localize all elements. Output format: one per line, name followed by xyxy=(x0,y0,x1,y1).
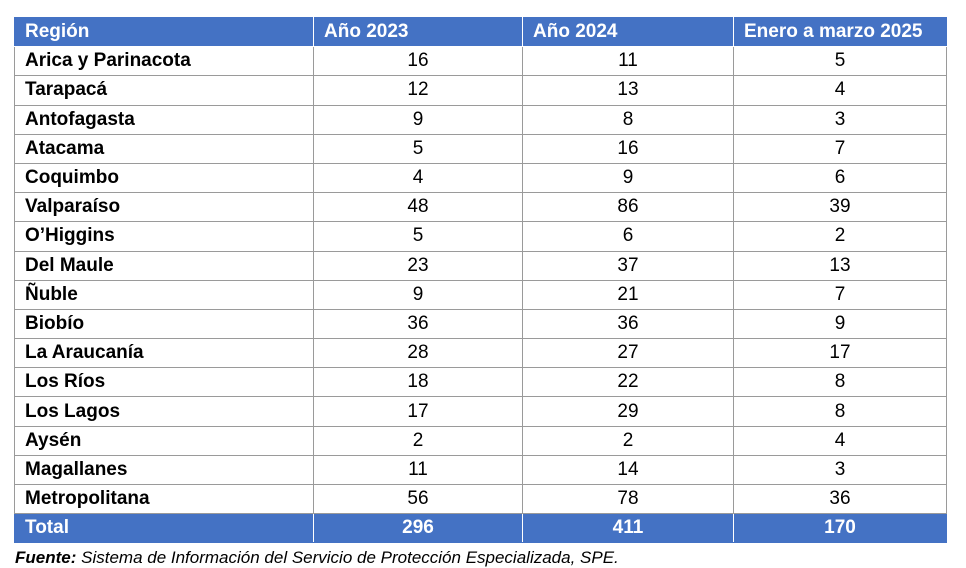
table-row: Magallanes 11 14 3 xyxy=(14,454,947,486)
value-2025-cell: 8 xyxy=(733,367,947,398)
value-2023-cell: 56 xyxy=(313,483,523,515)
header-year-2024: Año 2024 xyxy=(522,16,734,48)
table-row: Biobío 36 36 9 xyxy=(14,308,947,340)
region-cell: Los Ríos xyxy=(14,367,314,398)
total-2025: 170 xyxy=(733,513,947,544)
table-row: Valparaíso 48 86 39 xyxy=(14,192,947,223)
table-row: Antofagasta 9 8 3 xyxy=(14,104,947,135)
value-2024-cell: 13 xyxy=(522,75,734,106)
table-row: Arica y Parinacota 16 11 5 xyxy=(14,46,947,77)
total-row: Total 296 411 170 xyxy=(14,513,947,544)
value-2024-cell: 86 xyxy=(522,192,734,223)
region-cell: Valparaíso xyxy=(14,192,314,223)
value-2023-cell: 48 xyxy=(313,192,523,223)
table-row: Atacama 5 16 7 xyxy=(14,133,947,164)
value-2023-cell: 11 xyxy=(313,454,523,486)
value-2023-cell: 18 xyxy=(313,367,523,398)
source-label: Fuente: xyxy=(15,548,77,567)
header-region: Región xyxy=(14,16,314,48)
value-2025-cell: 17 xyxy=(733,338,947,369)
value-2023-cell: 36 xyxy=(313,308,523,340)
value-2024-cell: 11 xyxy=(522,46,734,77)
value-2023-cell: 17 xyxy=(313,396,523,427)
table-row: Aysén 2 2 4 xyxy=(14,425,947,456)
region-cell: Magallanes xyxy=(14,454,314,486)
source-text: Sistema de Información del Servicio de P… xyxy=(76,548,619,567)
table-row: Del Maule 23 37 13 xyxy=(14,250,947,281)
region-cell: Aysén xyxy=(14,425,314,456)
value-2024-cell: 9 xyxy=(522,162,734,194)
value-2023-cell: 4 xyxy=(313,162,523,194)
value-2024-cell: 78 xyxy=(522,483,734,515)
total-label: Total xyxy=(14,513,314,544)
table-row: O’Higgins 5 6 2 xyxy=(14,221,947,252)
regional-data-table: Región Año 2023 Año 2024 Enero a marzo 2… xyxy=(14,16,947,544)
table-row: Ñuble 9 21 7 xyxy=(14,279,947,310)
region-cell: Biobío xyxy=(14,308,314,340)
value-2025-cell: 39 xyxy=(733,192,947,223)
table-row: Tarapacá 12 13 4 xyxy=(14,75,947,106)
table-row: Los Ríos 18 22 8 xyxy=(14,367,947,398)
value-2024-cell: 2 xyxy=(522,425,734,456)
value-2024-cell: 37 xyxy=(522,250,734,281)
table-row: Coquimbo 4 9 6 xyxy=(14,162,947,194)
region-cell: Antofagasta xyxy=(14,104,314,135)
value-2024-cell: 29 xyxy=(522,396,734,427)
value-2023-cell: 28 xyxy=(313,338,523,369)
value-2023-cell: 16 xyxy=(313,46,523,77)
value-2025-cell: 6 xyxy=(733,162,947,194)
value-2023-cell: 2 xyxy=(313,425,523,456)
region-cell: O’Higgins xyxy=(14,221,314,252)
value-2025-cell: 9 xyxy=(733,308,947,340)
total-2024: 411 xyxy=(522,513,734,544)
header-year-2023: Año 2023 xyxy=(313,16,523,48)
value-2025-cell: 7 xyxy=(733,133,947,164)
value-2023-cell: 9 xyxy=(313,279,523,310)
table-row: La Araucanía 28 27 17 xyxy=(14,338,947,369)
value-2025-cell: 3 xyxy=(733,454,947,486)
region-cell: La Araucanía xyxy=(14,338,314,369)
value-2024-cell: 6 xyxy=(522,221,734,252)
value-2024-cell: 21 xyxy=(522,279,734,310)
value-2023-cell: 5 xyxy=(313,221,523,252)
table-header-row: Región Año 2023 Año 2024 Enero a marzo 2… xyxy=(14,16,947,48)
table-row: Los Lagos 17 29 8 xyxy=(14,396,947,427)
value-2024-cell: 27 xyxy=(522,338,734,369)
value-2024-cell: 8 xyxy=(522,104,734,135)
value-2023-cell: 23 xyxy=(313,250,523,281)
table-row: Metropolitana 56 78 36 xyxy=(14,483,947,515)
value-2025-cell: 2 xyxy=(733,221,947,252)
region-cell: Metropolitana xyxy=(14,483,314,515)
region-cell: Tarapacá xyxy=(14,75,314,106)
value-2025-cell: 3 xyxy=(733,104,947,135)
value-2025-cell: 8 xyxy=(733,396,947,427)
region-cell: Coquimbo xyxy=(14,162,314,194)
value-2025-cell: 36 xyxy=(733,483,947,515)
value-2024-cell: 14 xyxy=(522,454,734,486)
value-2025-cell: 7 xyxy=(733,279,947,310)
value-2024-cell: 36 xyxy=(522,308,734,340)
region-cell: Los Lagos xyxy=(14,396,314,427)
value-2025-cell: 4 xyxy=(733,425,947,456)
value-2023-cell: 9 xyxy=(313,104,523,135)
value-2023-cell: 5 xyxy=(313,133,523,164)
source-note: Fuente: Sistema de Información del Servi… xyxy=(15,548,619,568)
value-2025-cell: 4 xyxy=(733,75,947,106)
header-jan-mar-2025: Enero a marzo 2025 xyxy=(733,16,947,48)
value-2023-cell: 12 xyxy=(313,75,523,106)
region-cell: Ñuble xyxy=(14,279,314,310)
value-2025-cell: 13 xyxy=(733,250,947,281)
region-cell: Del Maule xyxy=(14,250,314,281)
total-2023: 296 xyxy=(313,513,523,544)
value-2025-cell: 5 xyxy=(733,46,947,77)
value-2024-cell: 16 xyxy=(522,133,734,164)
region-cell: Arica y Parinacota xyxy=(14,46,314,77)
region-cell: Atacama xyxy=(14,133,314,164)
value-2024-cell: 22 xyxy=(522,367,734,398)
